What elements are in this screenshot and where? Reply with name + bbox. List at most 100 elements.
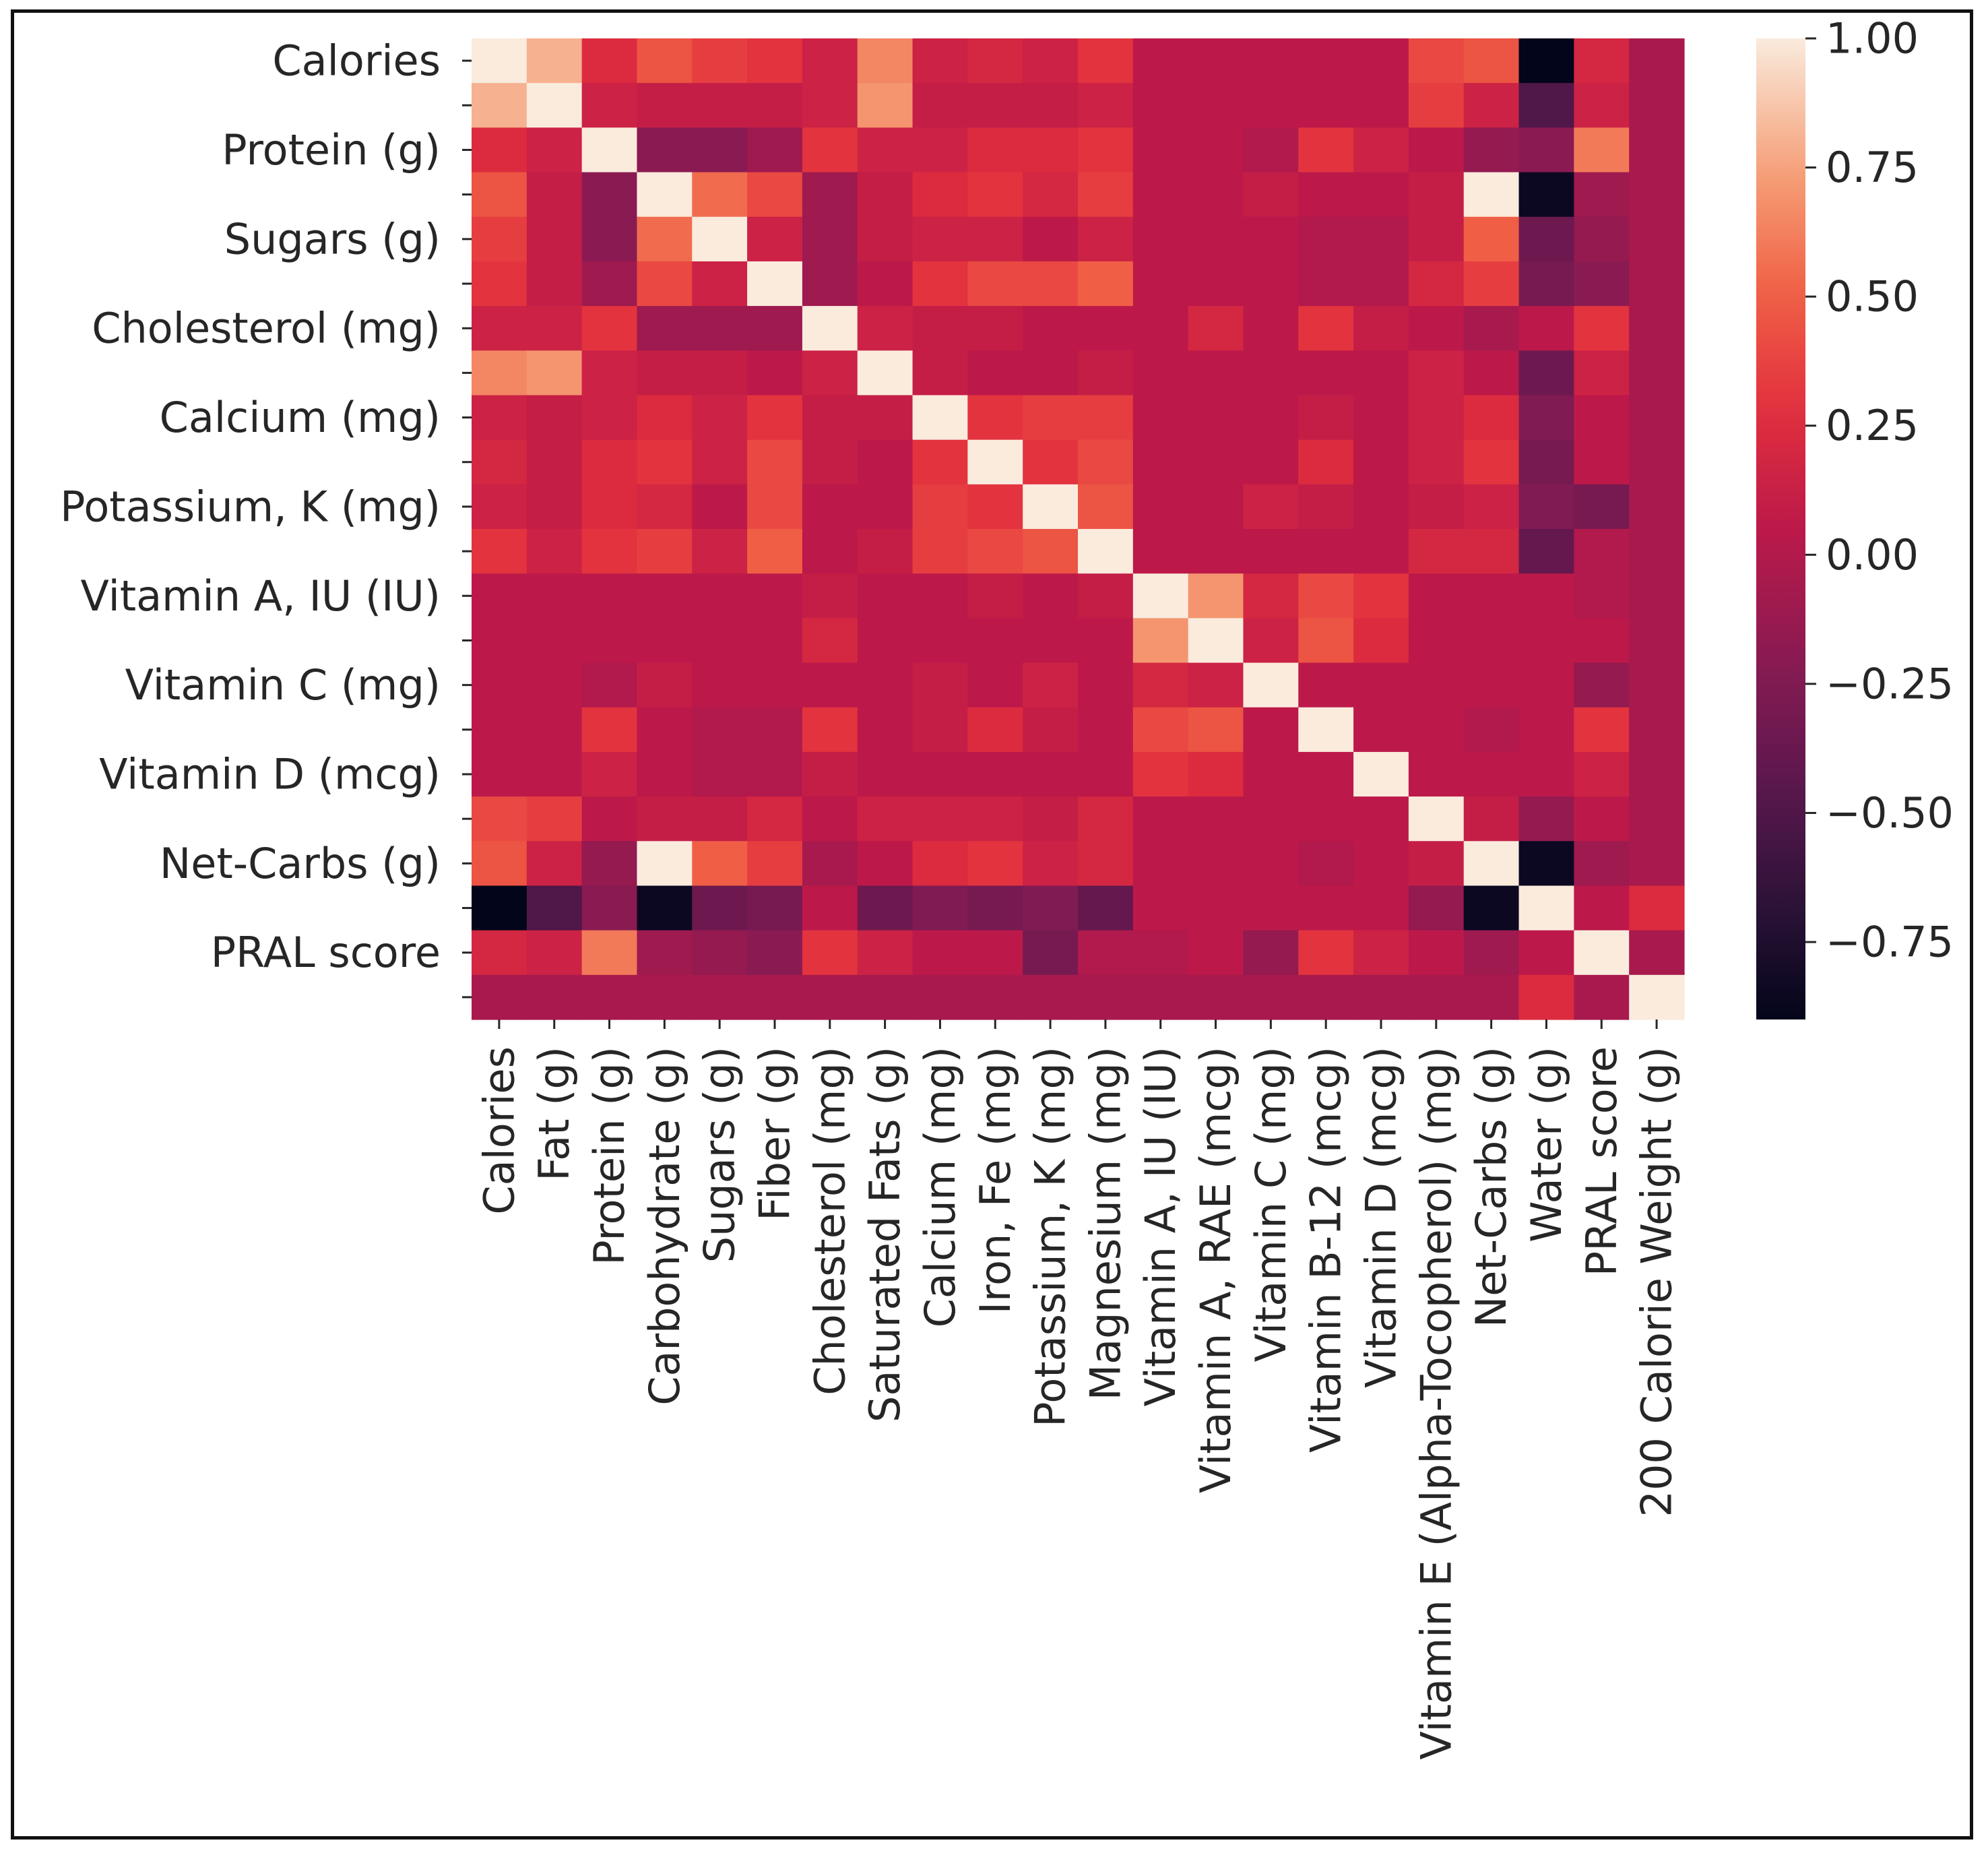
cell-r6-c20 <box>1574 306 1630 351</box>
cell-r13-c9 <box>967 618 1023 664</box>
cell-r5-c19 <box>1518 261 1574 307</box>
cell-r19-c12 <box>1132 885 1189 931</box>
cell-r9-c20 <box>1574 439 1630 485</box>
cell-r20-c10 <box>1023 930 1079 976</box>
cell-r14-c7 <box>857 662 913 708</box>
cell-r1-c17 <box>1408 83 1465 128</box>
cell-r10-c9 <box>967 484 1023 530</box>
cell-r17-c3 <box>637 796 693 842</box>
cell-r7-c17 <box>1408 350 1465 396</box>
cell-r3-c16 <box>1353 172 1409 218</box>
cell-r19-c17 <box>1408 885 1465 931</box>
cell-r10-c13 <box>1188 484 1244 530</box>
cell-r6-c16 <box>1353 306 1409 351</box>
cell-r20-c12 <box>1132 930 1189 976</box>
cell-r14-c16 <box>1353 662 1409 708</box>
cell-r8-c0 <box>472 395 527 441</box>
cell-r11-c14 <box>1243 529 1299 574</box>
cell-r14-c14 <box>1243 662 1299 708</box>
cell-r19-c19 <box>1518 885 1574 931</box>
cell-r6-c12 <box>1132 306 1189 351</box>
cell-r2-c12 <box>1132 127 1189 173</box>
cell-r6-c8 <box>912 306 968 351</box>
cell-r20-c2 <box>581 930 638 976</box>
cell-r7-c21 <box>1629 350 1685 396</box>
x-tick-label-200-calorie-weight-g: 200 Calorie Weight (g) <box>1632 1046 1681 1517</box>
cell-r16-c12 <box>1132 751 1189 797</box>
cell-r17-c15 <box>1298 796 1354 842</box>
cell-r21-c7 <box>857 974 913 1020</box>
x-tick-label-vitamin-e-alpha-tocopherol-mg: Vitamin E (Alpha-Tocopherol) (mg) <box>1411 1046 1461 1760</box>
cell-r6-c5 <box>747 306 803 351</box>
colorbar-tick-label-6: −0.50 <box>1826 788 1954 838</box>
cell-r21-c12 <box>1132 974 1189 1020</box>
cell-r18-c7 <box>857 841 913 887</box>
cell-r6-c21 <box>1629 306 1685 351</box>
cell-r19-c6 <box>802 885 858 931</box>
cell-r16-c7 <box>857 751 913 797</box>
colorbar: 1.00 0.75 0.50 0.25 0.00 −0.25 −0.50 −0.75 <box>1756 14 1954 1019</box>
cell-r15-c3 <box>637 707 693 753</box>
cell-r21-c2 <box>581 974 638 1020</box>
cell-r12-c15 <box>1298 573 1354 619</box>
x-tick-label-net-carbs-g: Net-Carbs (g) <box>1467 1046 1516 1327</box>
cell-r17-c5 <box>747 796 803 842</box>
cell-r16-c14 <box>1243 751 1299 797</box>
cell-r7-c12 <box>1132 350 1189 396</box>
cell-r10-c14 <box>1243 484 1299 530</box>
cell-r3-c1 <box>526 172 583 218</box>
cell-r12-c18 <box>1463 573 1520 619</box>
cell-r6-c7 <box>857 306 913 351</box>
cell-r5-c0 <box>472 261 527 307</box>
cell-r18-c12 <box>1132 841 1189 887</box>
cell-r16-c19 <box>1518 751 1574 797</box>
cell-r16-c17 <box>1408 751 1465 797</box>
cell-r1-c4 <box>692 83 748 128</box>
cell-r21-c10 <box>1023 974 1079 1020</box>
cell-r16-c10 <box>1023 751 1079 797</box>
cell-r7-c13 <box>1188 350 1244 396</box>
cell-r21-c4 <box>692 974 748 1020</box>
cell-r10-c12 <box>1132 484 1189 530</box>
cell-r3-c6 <box>802 172 858 218</box>
cell-r7-c3 <box>637 350 693 396</box>
cell-r20-c21 <box>1629 930 1685 976</box>
cell-r9-c3 <box>637 439 693 485</box>
cell-r10-c16 <box>1353 484 1409 530</box>
cell-r4-c0 <box>472 216 527 262</box>
cell-r12-c3 <box>637 573 693 619</box>
cell-r10-c2 <box>581 484 638 530</box>
cell-r9-c19 <box>1518 439 1574 485</box>
cell-r2-c17 <box>1408 127 1465 173</box>
cell-r0-c2 <box>581 38 638 84</box>
cell-r15-c6 <box>802 707 858 753</box>
cell-r9-c21 <box>1629 439 1685 485</box>
x-tick-label-calories: Calories <box>474 1046 523 1215</box>
cell-r19-c14 <box>1243 885 1299 931</box>
cell-r14-c15 <box>1298 662 1354 708</box>
x-tick-label-sugars-g: Sugars (g) <box>695 1046 744 1263</box>
cell-r8-c1 <box>526 395 583 441</box>
cell-r9-c11 <box>1078 439 1134 485</box>
cell-r0-c9 <box>967 38 1023 84</box>
cell-r9-c13 <box>1188 439 1244 485</box>
cell-r18-c3 <box>637 841 693 887</box>
cell-r5-c9 <box>967 261 1023 307</box>
y-tick-label-potassium-k-mg: Potassium, K (mg) <box>60 482 441 531</box>
cell-r8-c11 <box>1078 395 1134 441</box>
cell-r2-c14 <box>1243 127 1299 173</box>
cell-r16-c9 <box>967 751 1023 797</box>
cell-r9-c2 <box>581 439 638 485</box>
cell-r3-c8 <box>912 172 968 218</box>
cell-r8-c16 <box>1353 395 1409 441</box>
cell-r18-c2 <box>581 841 638 887</box>
cell-r15-c19 <box>1518 707 1574 753</box>
cell-r2-c2 <box>581 127 638 173</box>
cell-r4-c20 <box>1574 216 1630 262</box>
cell-r3-c14 <box>1243 172 1299 218</box>
cell-r11-c6 <box>802 529 858 574</box>
cell-r19-c0 <box>472 885 527 931</box>
x-tick-label-vitamin-c-mg: Vitamin C (mg) <box>1246 1046 1295 1362</box>
cell-r10-c19 <box>1518 484 1574 530</box>
cell-r4-c7 <box>857 216 913 262</box>
